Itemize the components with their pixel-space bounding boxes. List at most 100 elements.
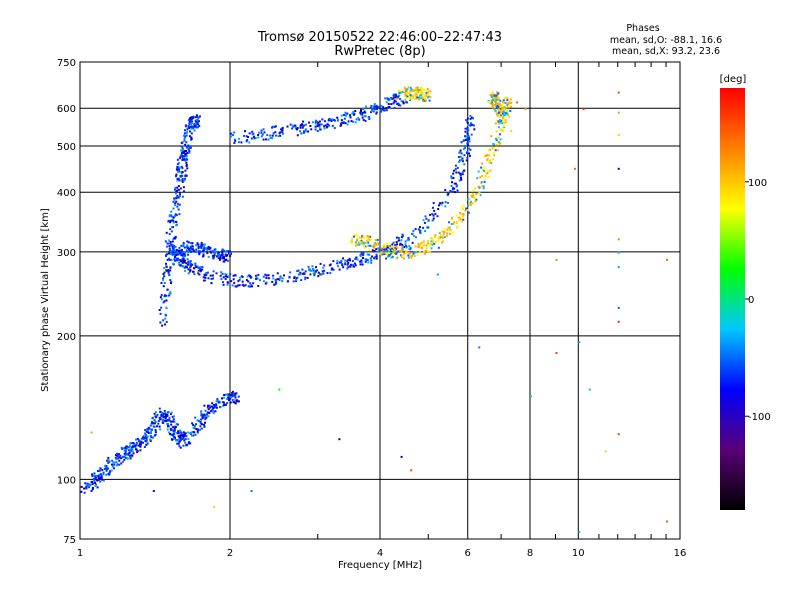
data-point: [463, 163, 466, 166]
data-point: [666, 520, 668, 523]
data-point: [225, 254, 228, 257]
data-point: [429, 251, 432, 254]
data-point: [190, 246, 192, 249]
x-tick-label: 8: [527, 548, 533, 559]
data-point: [448, 227, 451, 230]
data-point: [138, 443, 141, 445]
data-point: [91, 488, 94, 491]
data-point: [247, 280, 250, 283]
data-point: [213, 403, 216, 406]
data-point: [375, 253, 378, 256]
data-point: [409, 86, 412, 89]
data-point: [167, 270, 170, 273]
data-point: [390, 252, 393, 255]
data-point: [166, 414, 169, 417]
data-point: [199, 266, 202, 269]
data-point: [308, 269, 311, 272]
data-point: [229, 396, 232, 398]
data-point: [159, 321, 162, 324]
data-point: [354, 110, 357, 112]
data-point: [121, 447, 124, 450]
data-point: [149, 434, 152, 437]
data-point: [410, 87, 413, 90]
data-point: [361, 263, 364, 266]
data-point: [172, 226, 174, 229]
data-point: [438, 204, 440, 207]
data-point: [422, 98, 425, 101]
data-point: [316, 125, 319, 127]
data-point: [404, 100, 407, 103]
data-point: [183, 259, 186, 262]
data-point: [183, 139, 186, 142]
data-point: [173, 429, 176, 432]
data-point: [330, 119, 333, 122]
data-point: [466, 139, 469, 141]
data-point: [197, 269, 200, 272]
data-point: [131, 449, 134, 452]
data-point: [345, 113, 348, 116]
plot-frame: [79, 61, 681, 540]
data-point: [115, 458, 118, 461]
data-point: [187, 144, 190, 147]
x-tick-label: 2: [227, 548, 233, 559]
data-point: [181, 195, 184, 198]
data-point: [205, 272, 208, 275]
data-point: [391, 255, 394, 258]
data-point: [249, 282, 252, 285]
data-point: [257, 273, 260, 276]
data-point: [173, 431, 176, 434]
data-point: [151, 436, 154, 439]
data-point: [181, 254, 184, 257]
data-point: [310, 270, 313, 272]
data-point: [365, 259, 368, 261]
data-point: [344, 261, 347, 264]
data-point: [187, 261, 190, 264]
data-point: [304, 123, 307, 126]
data-point: [174, 259, 177, 262]
data-point: [229, 135, 232, 138]
data-point: [93, 479, 96, 482]
data-point: [363, 241, 366, 244]
data-point: [207, 408, 210, 411]
data-point: [358, 118, 361, 121]
data-point: [393, 99, 396, 102]
data-point: [221, 397, 223, 400]
data-point: [349, 240, 352, 243]
data-point: [344, 114, 347, 117]
data-point: [227, 252, 230, 255]
data-point: [238, 400, 240, 403]
data-point: [418, 244, 421, 247]
data-point: [232, 399, 235, 401]
data-point: [220, 277, 223, 280]
data-point: [258, 131, 260, 134]
data-point: [499, 121, 502, 124]
data-point: [294, 126, 297, 129]
data-point: [509, 110, 512, 113]
data-point: [264, 273, 267, 276]
data-point: [167, 423, 170, 426]
data-point: [471, 189, 474, 192]
data-point: [173, 197, 176, 200]
data-point: [301, 272, 304, 275]
data-point: [299, 273, 302, 276]
data-point: [190, 138, 193, 140]
data-point: [405, 101, 408, 104]
data-point: [177, 188, 180, 191]
data-point: [180, 432, 183, 435]
data-point: [128, 451, 131, 454]
data-point: [192, 249, 195, 252]
data-point: [191, 434, 194, 437]
data-point: [173, 433, 176, 436]
data-point: [187, 247, 189, 250]
data-point: [212, 254, 215, 257]
data-point: [244, 284, 247, 287]
data-point: [364, 245, 367, 248]
data-point: [501, 111, 504, 114]
data-point: [194, 416, 197, 419]
data-point: [470, 194, 473, 197]
data-point: [351, 260, 354, 263]
data-point: [393, 248, 396, 251]
data-point: [294, 124, 297, 127]
data-point: [495, 104, 498, 107]
